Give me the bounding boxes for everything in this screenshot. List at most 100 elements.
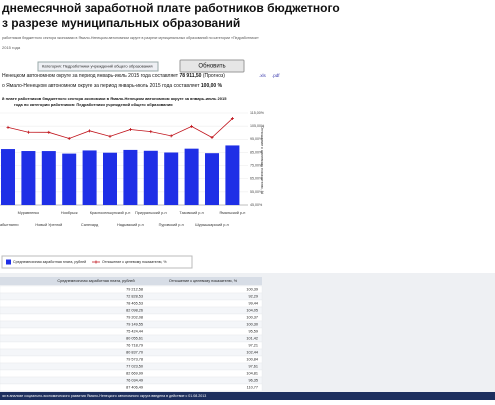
pdf-link[interactable]: .pdf	[272, 73, 280, 78]
table-cell: 100,30	[246, 323, 258, 327]
x-tick-label: Муравленко	[18, 211, 39, 215]
ratio-marker	[88, 129, 92, 133]
ratio-marker	[230, 117, 234, 121]
y2-tick-label: 45,00%	[250, 203, 263, 207]
x-tick-label: Тазовский р-н	[179, 211, 203, 215]
table-cell: 95,59	[248, 330, 258, 334]
legend-label: Отношение к целевому показателю, %	[102, 260, 167, 264]
x-tick-label: Красноселькупский р-н	[90, 211, 131, 215]
bar	[1, 149, 15, 205]
table-cell: 72 828,53	[126, 295, 143, 299]
table-cell: 104,05	[246, 309, 258, 313]
subtitle: работников бюджетного сектора экономики …	[2, 36, 259, 40]
x-tick-label: Лабытнанги	[0, 223, 19, 227]
table-cell: 97,21	[248, 344, 258, 348]
x-tick-label: Шурышкарский р-н	[195, 223, 229, 227]
category-select[interactable]	[37, 61, 159, 72]
x-tick-label: Приуральский р-н	[135, 211, 167, 215]
table-cell: 92,29	[248, 295, 258, 299]
legend-swatch	[6, 259, 11, 265]
table-cell: 82 098,26	[126, 309, 143, 313]
legend-swatch	[92, 260, 100, 264]
table-cell: 80 837,70	[126, 351, 143, 355]
summary-text: Ненецком автономном округе за период янв…	[2, 73, 179, 79]
ratio-marker	[210, 136, 214, 140]
table-cell: 79 573,78	[126, 358, 143, 362]
bar	[62, 153, 77, 205]
y2-tick-label: 115,00%	[250, 111, 265, 115]
ratio-marker	[149, 130, 153, 134]
bar	[21, 151, 36, 205]
y2-tick-label: 75,00%	[250, 164, 263, 168]
ratio-line	[7, 118, 233, 139]
ratio-marker	[169, 134, 173, 138]
table-cell: 78 465,53	[126, 302, 143, 306]
chart-title: года по категории работников: Педработни…	[14, 102, 173, 107]
table-cell: 100,37	[246, 316, 258, 320]
y2-tick-label: 65,00%	[250, 177, 263, 181]
category-text: Категория: Педработники учреждений общег…	[42, 64, 153, 69]
bar	[123, 149, 138, 205]
x-tick-label: Ямальский р-н	[219, 211, 245, 215]
table-cell: 76 718,79	[126, 344, 143, 348]
x-tick-label: Надымский р-н	[117, 223, 144, 227]
table-cell: 97,61	[248, 365, 258, 369]
column-header: Среднемесячная заработная плата, рублей	[57, 279, 134, 283]
button-text: Обновить	[198, 64, 225, 70]
x-tick-label: Ноябрьск	[61, 211, 78, 215]
table-cell: 100,84	[246, 358, 258, 362]
table-cell: 79 202,08	[126, 316, 143, 320]
table-cell: 79 212,58	[126, 288, 143, 292]
summary-text: о Ямало-Ненецком автономном округе за пе…	[2, 83, 200, 89]
bar	[205, 153, 219, 205]
table-cell: 110,77	[247, 386, 258, 390]
bar	[184, 148, 199, 205]
table-cell: 87 406,49	[126, 386, 143, 390]
bar	[164, 152, 179, 205]
bar	[82, 150, 97, 205]
y2-tick-label: 95,00%	[250, 137, 263, 141]
ratio-marker	[6, 125, 10, 129]
y2-axis-label: Отношение к целевому показателю, %	[260, 126, 264, 195]
ratio-marker	[108, 134, 112, 138]
title: з разрезе муниципальных образований	[2, 16, 240, 30]
x-tick-label: Новый Уренгой	[35, 223, 62, 227]
table-cell: 102,44	[246, 351, 258, 355]
table-row	[0, 383, 263, 392]
period: 2015 года	[2, 45, 21, 50]
ratio-marker	[128, 128, 132, 132]
bar	[143, 150, 158, 205]
ratio-marker	[190, 124, 194, 128]
table-cell: 100,39	[246, 288, 258, 292]
table-cell: 101,42	[246, 337, 258, 341]
title: днемесячной заработной плате работников …	[2, 1, 340, 15]
x-tick-label: Салехард	[81, 223, 99, 227]
ratio-marker	[47, 130, 51, 134]
ratio-marker	[26, 130, 30, 134]
table-header	[0, 277, 262, 285]
y2-tick-label: 55,00%	[250, 190, 263, 194]
summary-value: 100,00 %	[201, 83, 223, 89]
table-cell: 79 149,55	[126, 323, 143, 327]
chart-title: й плате работников бюджетного сектора эк…	[2, 96, 227, 101]
ratio-marker	[67, 137, 71, 141]
bar	[41, 151, 56, 205]
bar	[103, 152, 117, 205]
table-cell: 99,44	[248, 302, 258, 306]
legend-label: Среднемесячная заработная плата, рублей	[13, 260, 86, 264]
table-cell: 76 034,49	[126, 379, 143, 383]
summary-line: о Ямало-Ненецком автономном округе за пе…	[2, 83, 223, 89]
y2-tick-label: 85,00%	[250, 150, 263, 154]
x-tick-label: Пуровский р-н	[159, 223, 184, 227]
xls-link[interactable]: .xls	[259, 73, 267, 78]
summary-value: 78 911,50	[179, 73, 201, 79]
footer	[0, 392, 495, 400]
footer-text: зи в анализе социально-экономического ра…	[2, 394, 206, 398]
bar	[225, 145, 240, 205]
table-cell: 104,81	[246, 372, 258, 376]
summary-text: (Прогноз)	[203, 73, 225, 79]
summary-line: Ненецком автономном округе за период янв…	[2, 73, 225, 79]
table-cell: 96,35	[248, 379, 258, 383]
update-button[interactable]	[179, 59, 245, 73]
